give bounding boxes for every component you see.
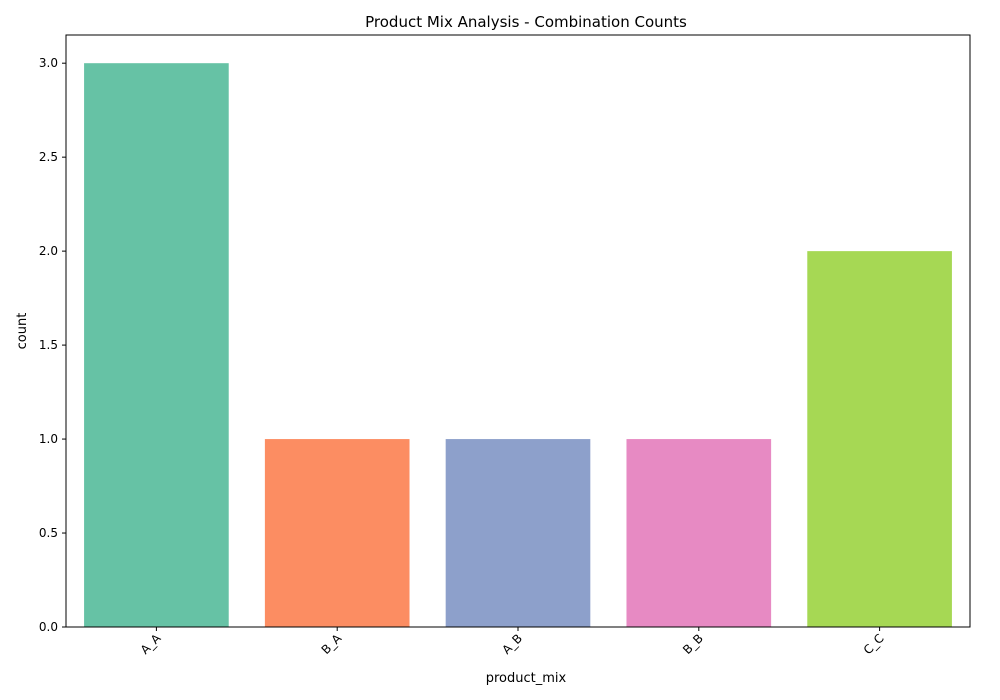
y-tick-label: 0.0 [39, 620, 58, 634]
y-tick-label: 1.0 [39, 432, 58, 446]
x-tick-label: C_C [861, 631, 887, 657]
plot-frame [65, 34, 971, 628]
y-tick-label: 0.5 [39, 526, 58, 540]
x-axis: A_A B_A A_B B_B C_C [138, 627, 887, 657]
x-tick-label: A_A [138, 631, 164, 657]
bar-b-a [264, 439, 410, 627]
x-tick-label: B_A [319, 631, 345, 657]
bar-a-a [84, 63, 229, 627]
y-tick-label: 2.5 [39, 150, 58, 164]
y-tick-label: 2.0 [39, 244, 58, 258]
x-axis-label: product_mix [486, 671, 567, 686]
y-tick-label: 1.5 [39, 338, 58, 352]
bars-group [84, 63, 952, 627]
x-tick-label: A_B [499, 631, 525, 657]
y-axis: 0.0 0.5 1.0 1.5 2.0 2.5 3.0 [39, 56, 66, 634]
bar-a-b [445, 439, 591, 627]
chart-title: Product Mix Analysis - Combination Count… [365, 13, 687, 31]
bar-c-c [807, 251, 952, 627]
bar-b-b [626, 439, 772, 627]
x-tick-label: B_B [680, 631, 706, 657]
y-axis-label: count [15, 313, 30, 350]
y-tick-label: 3.0 [39, 56, 58, 70]
